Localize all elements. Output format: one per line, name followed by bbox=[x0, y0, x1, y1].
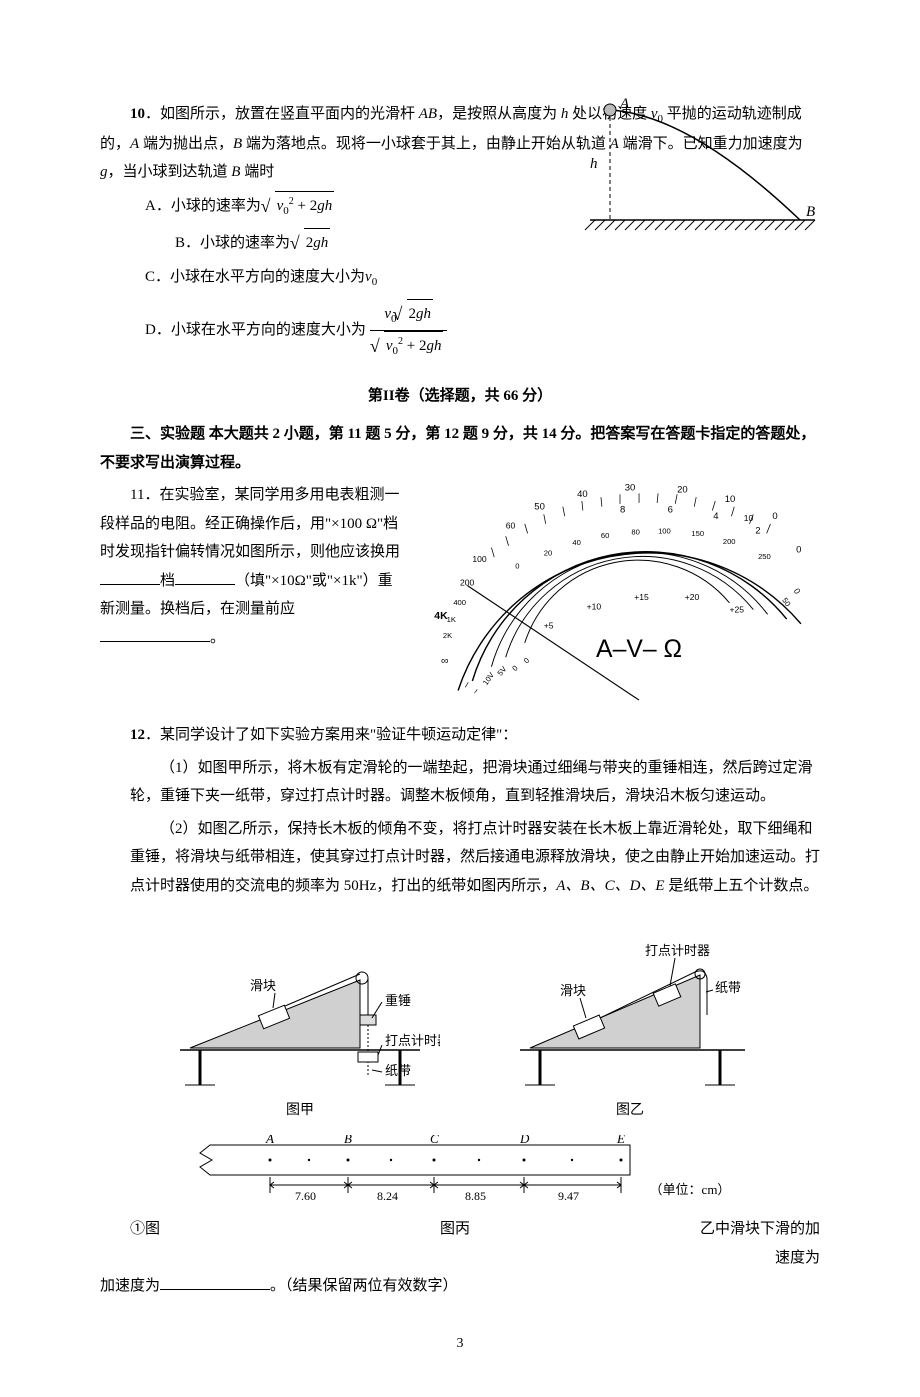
svg-text:40: 40 bbox=[572, 538, 580, 547]
svg-text:D: D bbox=[519, 1135, 530, 1146]
svg-text:0: 0 bbox=[515, 562, 519, 571]
svg-text:+25: +25 bbox=[730, 605, 745, 615]
svg-text:+20: +20 bbox=[685, 592, 700, 602]
svg-text:打点计时器: 打点计时器 bbox=[645, 943, 710, 958]
q10-number: 10 bbox=[130, 106, 145, 122]
q10-option-c: C．小球在水平方向的速度大小为v0 bbox=[100, 263, 820, 293]
svg-text:B: B bbox=[344, 1135, 352, 1146]
sqrt-expr: v02 + 2gh bbox=[265, 191, 335, 222]
svg-text:20: 20 bbox=[544, 549, 552, 558]
svg-text:10: 10 bbox=[744, 513, 754, 523]
q11-meter-figure: 5040 3020 100 60 100 200 400 1K 2K 4K ∞ … bbox=[420, 481, 820, 721]
svg-text:C: C bbox=[430, 1135, 439, 1146]
page-number: 3 bbox=[100, 1331, 820, 1358]
q12-stem: 12．某同学设计了如下实验方案用来"验证牛顿运动定律"： bbox=[100, 721, 820, 750]
label-h: h bbox=[590, 156, 598, 172]
scale-numbers: 5040 3020 100 60 100 200 400 1K 2K 4K ∞ … bbox=[434, 483, 802, 697]
svg-text:400: 400 bbox=[453, 598, 466, 607]
svg-text:∞: ∞ bbox=[441, 656, 448, 667]
label-a: A bbox=[619, 96, 630, 112]
blank-accel bbox=[160, 1275, 270, 1290]
figure-bing-tape: A B C D E bbox=[190, 1135, 650, 1215]
svg-text:60: 60 bbox=[601, 532, 609, 541]
tape-unit: （单位：cm） bbox=[650, 1178, 731, 1203]
tape-d2: 8.24 bbox=[377, 1189, 398, 1203]
svg-text:50: 50 bbox=[780, 596, 792, 608]
figure-jia: 滑块 重锤 打点计时器 纸带 bbox=[160, 920, 440, 1090]
svg-text:0: 0 bbox=[796, 545, 801, 556]
trajectory-svg: A B h bbox=[570, 90, 820, 250]
svg-text:250: 250 bbox=[758, 553, 771, 562]
svg-text:0: 0 bbox=[510, 664, 519, 673]
svg-text:10V: 10V bbox=[481, 670, 497, 687]
svg-text:~: ~ bbox=[470, 686, 483, 697]
label-b: B bbox=[806, 204, 815, 220]
svg-text:4K: 4K bbox=[434, 612, 448, 623]
svg-text:0: 0 bbox=[772, 512, 777, 523]
svg-text:150: 150 bbox=[691, 530, 704, 539]
label-weight: 重锤 bbox=[385, 993, 411, 1008]
svg-text:1K: 1K bbox=[447, 615, 456, 624]
caption-bing: 图丙 bbox=[220, 1215, 690, 1244]
svg-text:4: 4 bbox=[713, 512, 719, 523]
q10-figure: A B h bbox=[570, 90, 820, 250]
svg-text:200: 200 bbox=[460, 578, 475, 588]
question-10: 10．如图所示，放置在竖直平面内的光滑杆 AB，是按照从高度为 h 处以初速度 … bbox=[100, 100, 820, 362]
sqrt-expr: 2gh bbox=[294, 228, 331, 258]
fraction: v02gh v02 + 2gh bbox=[370, 299, 448, 362]
tape-d3: 8.85 bbox=[465, 1189, 486, 1203]
svg-text:60: 60 bbox=[506, 521, 516, 531]
tape-d1: 7.60 bbox=[295, 1189, 316, 1203]
svg-text:+15: +15 bbox=[634, 592, 649, 602]
q12-figures: 滑块 重锤 打点计时器 纸带 打点计时器 bbox=[100, 920, 820, 1300]
svg-text:40: 40 bbox=[577, 490, 588, 501]
tape-d4: 9.47 bbox=[558, 1189, 579, 1203]
svg-text:+5: +5 bbox=[544, 621, 554, 631]
svg-text:200: 200 bbox=[723, 537, 736, 546]
blank-3 bbox=[100, 627, 210, 642]
section-3-heading: 三、实验题 本大题共 2 小题，第 11 题 5 分，第 12 题 9 分，共 … bbox=[100, 420, 820, 477]
caption-jia: 图甲 bbox=[160, 1098, 440, 1125]
blank-1 bbox=[100, 570, 160, 585]
svg-text:20: 20 bbox=[677, 485, 688, 496]
svg-text:2: 2 bbox=[755, 526, 760, 537]
section-ii-title: 第II卷（选择题，共 66 分） bbox=[100, 382, 820, 411]
svg-text:0: 0 bbox=[792, 587, 803, 596]
svg-text:80: 80 bbox=[631, 528, 639, 537]
figure-yi: 打点计时器 滑块 纸带 bbox=[500, 920, 760, 1090]
blank-2 bbox=[175, 570, 235, 585]
svg-text:50: 50 bbox=[534, 502, 545, 513]
label-timer: 打点计时器 bbox=[385, 1033, 440, 1048]
svg-text:5V: 5V bbox=[496, 664, 509, 678]
svg-text:纸带: 纸带 bbox=[715, 980, 741, 995]
svg-text:2K: 2K bbox=[443, 632, 452, 641]
caption-yi: 图乙 bbox=[500, 1098, 760, 1125]
multimeter-svg: 5040 3020 100 60 100 200 400 1K 2K 4K ∞ … bbox=[420, 481, 820, 710]
q12-p1: （1）如图甲所示，将木板有定滑轮的一端垫起，把滑块通过细绳与带夹的重锤相连，然后… bbox=[100, 754, 820, 811]
svg-text:E: E bbox=[616, 1135, 625, 1146]
label-slider: 滑块 bbox=[250, 978, 276, 993]
svg-text:6: 6 bbox=[668, 505, 673, 516]
label-tape: 纸带 bbox=[385, 1063, 411, 1078]
svg-text:30: 30 bbox=[625, 483, 636, 494]
svg-text:0: 0 bbox=[522, 656, 531, 666]
svg-text:滑块: 滑块 bbox=[560, 983, 586, 998]
svg-text:10: 10 bbox=[725, 494, 736, 505]
question-11: 11．在实验室，某同学用多用电表粗测一段样品的电阻。经正确操作后，用"×100 … bbox=[100, 481, 820, 721]
q12-sub-question: ①图 图丙 乙中滑块下滑的加速度为 bbox=[100, 1215, 820, 1272]
svg-text:100: 100 bbox=[658, 527, 671, 536]
svg-text:8: 8 bbox=[620, 505, 625, 516]
q11-text: 11．在实验室，某同学用多用电表粗测一段样品的电阻。经正确操作后，用"×100 … bbox=[100, 481, 400, 656]
q12-p2: （2）如图乙所示，保持长木板的倾角不变，将打点计时器安装在长木板上靠近滑轮处，取… bbox=[100, 815, 820, 901]
svg-text:+10: +10 bbox=[587, 602, 602, 612]
svg-text:100: 100 bbox=[472, 554, 487, 564]
q10-option-d: D．小球在水平方向的速度大小为 v02gh v02 + 2gh bbox=[100, 299, 820, 362]
meter-label: A–V– Ω bbox=[596, 637, 682, 664]
q12-tail: 加速度为。（结果保留两位有效数字） bbox=[100, 1272, 820, 1301]
svg-text:A: A bbox=[265, 1135, 274, 1146]
